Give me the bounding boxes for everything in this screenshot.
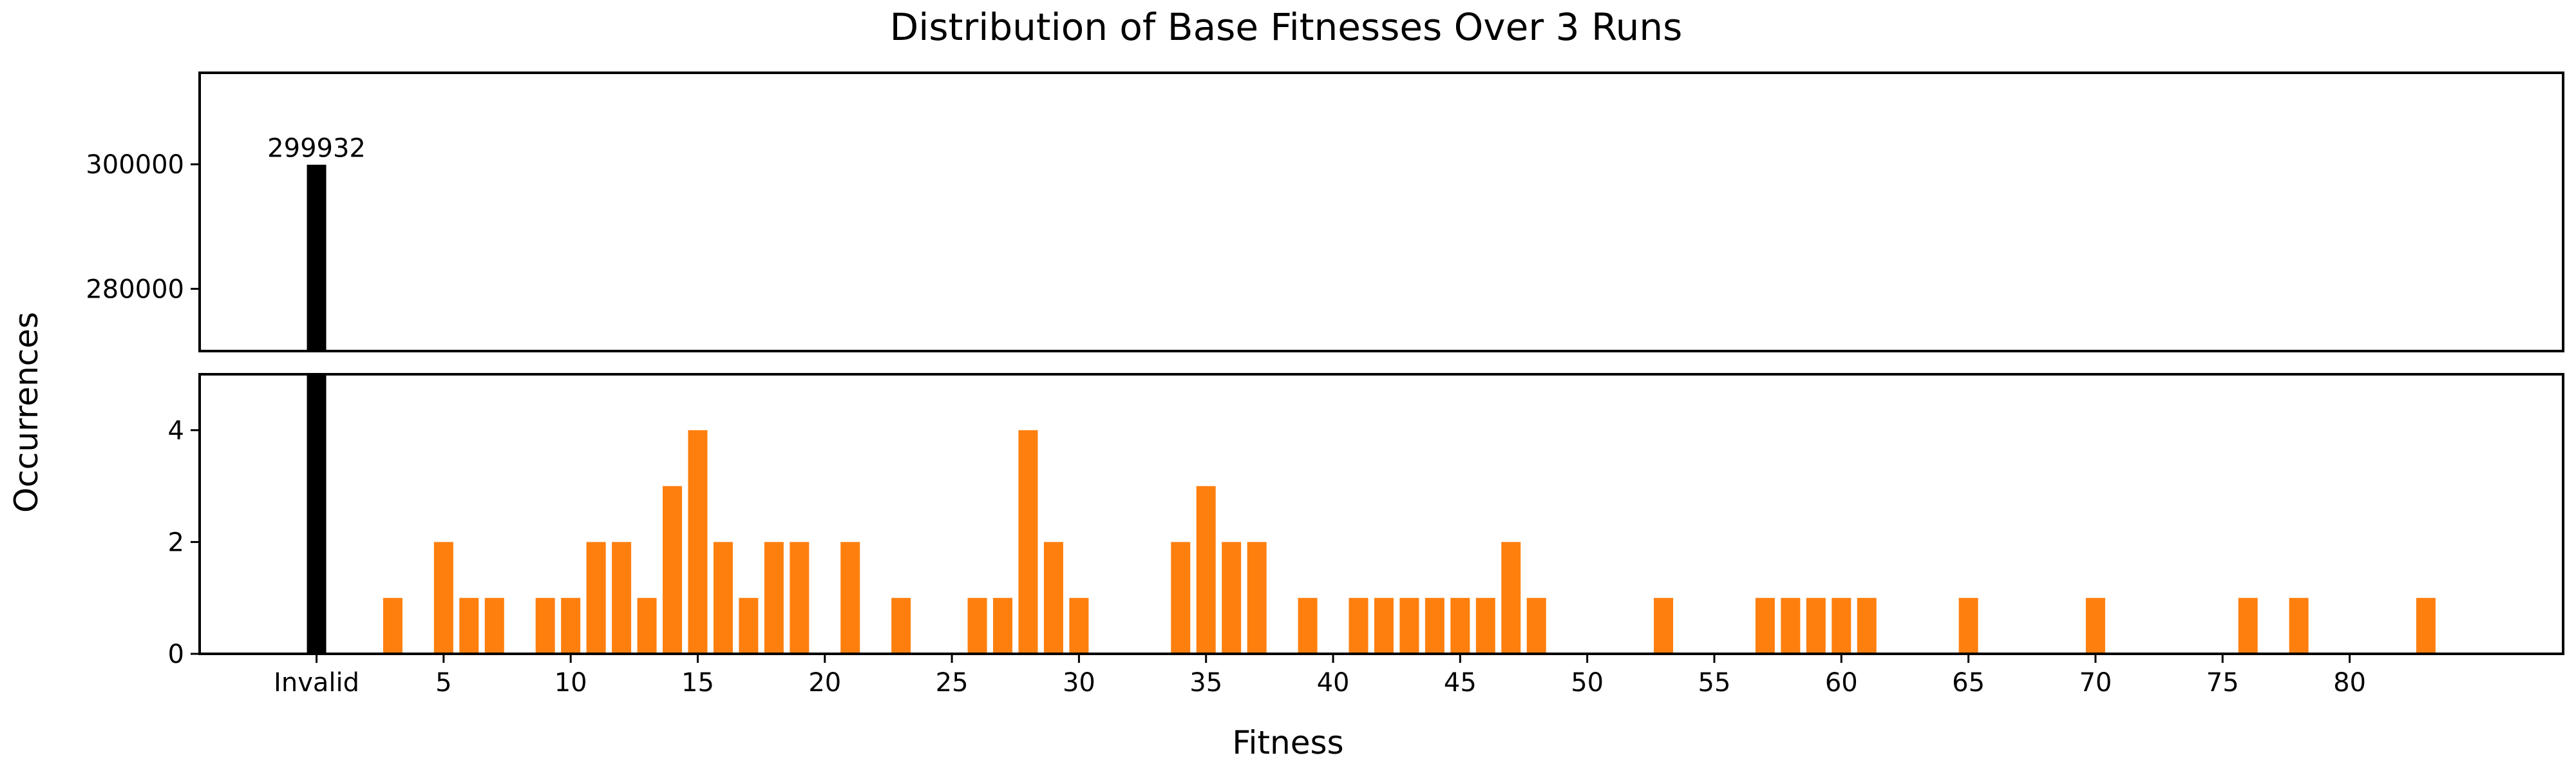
x-tick-label: 25 [936, 668, 969, 698]
x-tick-label: 50 [1571, 668, 1604, 698]
x-tick-label: 60 [1825, 668, 1858, 698]
bar-fitness-14 [663, 486, 682, 654]
x-tick-label: 55 [1698, 668, 1731, 698]
bar-fitness-59 [1806, 598, 1826, 654]
x-tick-label: 30 [1063, 668, 1095, 698]
x-tick-label: 80 [2333, 668, 2366, 698]
bar-fitness-19 [790, 542, 810, 654]
bar-fitness-39 [1298, 598, 1318, 654]
bar-fitness-78 [2289, 598, 2309, 654]
bar-fitness-35 [1196, 486, 1216, 654]
bar-invalid-lower [307, 374, 327, 654]
x-tick-label: 70 [2079, 668, 2112, 698]
bar-fitness-5 [433, 542, 453, 654]
bar-fitness-43 [1399, 598, 1419, 654]
y-axis-label: Occurrences [8, 312, 45, 513]
x-tick-label: 10 [554, 668, 587, 698]
bar-invalid-value-label: 299932 [267, 134, 366, 164]
bar-fitness-7 [484, 598, 504, 654]
bar-fitness-26 [967, 598, 987, 654]
bar-fitness-9 [535, 598, 555, 654]
upper-panel: 299932 280000 300000 [86, 134, 366, 351]
bar-fitness-23 [891, 598, 911, 654]
x-tick-label: 20 [808, 668, 841, 698]
bar-fitness-58 [1781, 598, 1801, 654]
bar-fitness-57 [1755, 598, 1775, 654]
bar-fitness-28 [1018, 430, 1038, 654]
x-tick-label: 75 [2206, 668, 2239, 698]
x-axis: Invalid 5 10 15 20 25 30 35 40 45 50 55 60 65 70 75 80 [274, 654, 2366, 698]
x-tick-label: Invalid [274, 668, 359, 698]
bar-fitness-29 [1043, 542, 1063, 654]
lower-y-tick-label: 0 [168, 640, 184, 669]
upper-y-tick-label: 300000 [86, 150, 184, 180]
bar-invalid-upper [307, 164, 327, 351]
bar-fitness-37 [1247, 542, 1267, 654]
bar-fitness-45 [1450, 598, 1470, 654]
bar-fitness-65 [1958, 598, 1978, 654]
bar-fitness-16 [713, 542, 733, 654]
bar-fitness-42 [1374, 598, 1394, 654]
x-tick-label: 65 [1952, 668, 1985, 698]
lower-y-tick-label: 4 [168, 416, 184, 446]
bar-fitness-15 [688, 430, 708, 654]
upper-y-tick-label: 280000 [86, 274, 184, 304]
bar-fitness-70 [2085, 598, 2105, 654]
upper-panel-frame [198, 72, 2564, 352]
bar-fitness-34 [1171, 542, 1191, 654]
bar-fitness-46 [1475, 598, 1495, 654]
bar-fitness-17 [739, 598, 759, 654]
bar-fitness-36 [1222, 542, 1242, 654]
bar-fitness-13 [637, 598, 657, 654]
bar-fitness-41 [1349, 598, 1368, 654]
bar-fitness-21 [840, 542, 860, 654]
bar-fitness-12 [612, 542, 632, 654]
bar-fitness-11 [586, 542, 606, 654]
bar-fitness-60 [1832, 598, 1852, 654]
bar-fitness-6 [459, 598, 479, 654]
bar-fitness-48 [1526, 598, 1546, 654]
bar-fitness-47 [1501, 542, 1521, 654]
bar-fitness-3 [383, 598, 402, 654]
x-tick-label: 45 [1444, 668, 1477, 698]
chart-title: Distribution of Base Fitnesses Over 3 Ru… [890, 5, 1683, 49]
bar-fitness-30 [1069, 598, 1089, 654]
x-tick-label: 15 [681, 668, 714, 698]
x-tick-label: 35 [1189, 668, 1222, 698]
x-tick-label: 5 [435, 668, 451, 698]
lower-panel-frame [198, 373, 2564, 655]
bar-fitness-53 [1654, 598, 1674, 654]
bar-fitness-44 [1425, 598, 1444, 654]
bar-fitness-18 [764, 542, 784, 654]
bar-fitness-83 [2416, 598, 2436, 654]
lower-panel: 0 2 4 [168, 374, 2436, 669]
x-axis-label: Fitness [1232, 724, 1343, 761]
bar-fitness-10 [561, 598, 581, 654]
bar-fitness-27 [993, 598, 1013, 654]
x-tick-label: 40 [1317, 668, 1350, 698]
bar-fitness-61 [1857, 598, 1877, 654]
lower-y-tick-label: 2 [168, 528, 184, 557]
bar-fitness-76 [2238, 598, 2258, 654]
